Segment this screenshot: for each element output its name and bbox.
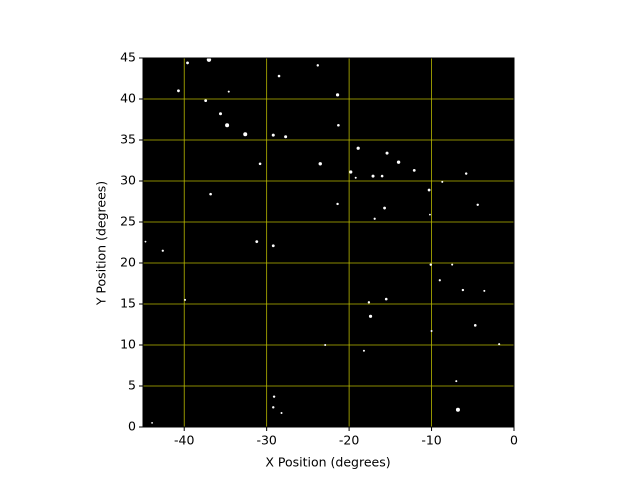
star <box>184 298 187 301</box>
star <box>206 57 212 62</box>
y-tick-label: 0 <box>128 419 136 434</box>
x-tick-label: -20 <box>339 433 359 448</box>
star <box>356 146 360 150</box>
y-tick-label: 20 <box>120 255 136 270</box>
star <box>243 132 248 137</box>
y-tick-label: 10 <box>120 337 136 352</box>
star <box>368 314 373 318</box>
star <box>271 244 275 248</box>
star <box>318 162 322 166</box>
star <box>271 133 275 137</box>
star <box>385 151 389 155</box>
star <box>362 349 365 352</box>
star <box>161 249 164 252</box>
star <box>284 135 288 139</box>
star <box>349 170 353 174</box>
star <box>384 297 388 301</box>
star <box>316 64 319 67</box>
star <box>383 206 386 210</box>
y-tick-label: 40 <box>120 91 136 106</box>
star <box>218 112 222 116</box>
star <box>324 344 327 346</box>
star <box>144 240 147 243</box>
star <box>412 168 416 172</box>
star <box>280 412 283 415</box>
star <box>177 89 180 93</box>
star <box>476 203 479 206</box>
star <box>455 380 458 383</box>
y-tick-label: 5 <box>128 378 136 393</box>
x-tick-label: 0 <box>510 433 518 448</box>
star <box>151 422 153 424</box>
plot-frame <box>142 57 515 428</box>
x-tick-label: -10 <box>421 433 441 448</box>
star <box>258 162 262 166</box>
x-tick-label: -40 <box>174 433 194 448</box>
star <box>272 395 276 398</box>
x-axis-label: X Position (degrees) <box>265 455 390 470</box>
star <box>337 123 340 127</box>
star <box>441 180 444 183</box>
star <box>371 174 375 178</box>
star <box>498 343 501 346</box>
star <box>451 263 454 266</box>
star <box>272 406 275 409</box>
star <box>483 289 486 292</box>
star <box>225 123 230 128</box>
star <box>367 301 371 304</box>
y-axis-label: Y Position (degrees) <box>94 181 109 306</box>
star <box>461 288 465 292</box>
plot-background <box>143 58 514 427</box>
y-tick-label: 15 <box>120 296 136 311</box>
star <box>255 240 259 244</box>
star <box>455 407 460 412</box>
star <box>430 330 433 333</box>
star <box>429 263 432 266</box>
star <box>464 172 468 175</box>
star <box>354 176 357 179</box>
y-tick-label: 45 <box>120 50 136 65</box>
star <box>204 99 208 103</box>
y-tick-label: 30 <box>120 173 136 188</box>
y-tick-label: 35 <box>120 132 136 147</box>
star <box>336 202 339 206</box>
x-tick-label: -30 <box>256 433 276 448</box>
star <box>429 213 431 216</box>
star <box>209 192 212 196</box>
star <box>473 324 477 327</box>
y-tick-label: 25 <box>120 214 136 229</box>
star <box>380 174 384 178</box>
star <box>227 90 230 93</box>
star <box>186 61 189 65</box>
star <box>335 93 340 97</box>
star <box>373 217 376 220</box>
star <box>438 279 441 282</box>
star <box>277 74 281 78</box>
star <box>427 188 431 192</box>
star <box>396 160 401 164</box>
